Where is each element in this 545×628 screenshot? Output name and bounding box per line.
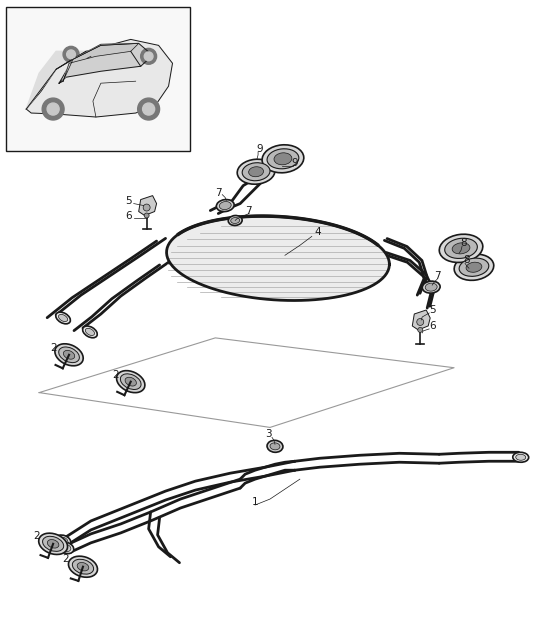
Ellipse shape xyxy=(83,326,97,338)
Text: 5: 5 xyxy=(125,195,132,205)
Circle shape xyxy=(141,48,156,64)
Ellipse shape xyxy=(58,537,68,544)
Ellipse shape xyxy=(242,163,270,181)
Ellipse shape xyxy=(454,254,494,280)
Ellipse shape xyxy=(58,542,74,554)
Circle shape xyxy=(63,46,79,62)
Text: 2: 2 xyxy=(33,531,40,541)
Ellipse shape xyxy=(237,160,275,184)
Ellipse shape xyxy=(425,283,437,291)
Ellipse shape xyxy=(418,327,423,332)
Ellipse shape xyxy=(125,377,136,386)
Ellipse shape xyxy=(216,200,234,212)
Polygon shape xyxy=(63,43,138,81)
Ellipse shape xyxy=(39,533,68,555)
Ellipse shape xyxy=(267,149,299,169)
Ellipse shape xyxy=(270,443,280,450)
Ellipse shape xyxy=(452,243,470,254)
Text: 6: 6 xyxy=(429,321,435,331)
Circle shape xyxy=(143,103,155,115)
Ellipse shape xyxy=(445,238,477,259)
Ellipse shape xyxy=(267,440,283,452)
Bar xyxy=(7,6,190,151)
Circle shape xyxy=(42,98,64,120)
Ellipse shape xyxy=(422,281,440,293)
Circle shape xyxy=(47,103,59,115)
Ellipse shape xyxy=(120,374,141,389)
Text: 6: 6 xyxy=(125,212,132,222)
Text: 8: 8 xyxy=(464,255,470,265)
Ellipse shape xyxy=(59,347,80,362)
Text: 1: 1 xyxy=(252,497,258,507)
Ellipse shape xyxy=(249,166,264,176)
Ellipse shape xyxy=(56,312,70,324)
Ellipse shape xyxy=(56,535,71,546)
Text: 7: 7 xyxy=(215,188,222,198)
Ellipse shape xyxy=(86,328,94,335)
Polygon shape xyxy=(26,40,173,117)
Text: 9: 9 xyxy=(257,144,263,154)
Ellipse shape xyxy=(219,202,231,210)
Text: 9: 9 xyxy=(292,158,298,168)
Text: 3: 3 xyxy=(265,430,271,440)
Ellipse shape xyxy=(228,215,242,225)
Ellipse shape xyxy=(55,344,83,365)
Ellipse shape xyxy=(72,560,94,574)
Ellipse shape xyxy=(43,536,64,551)
Ellipse shape xyxy=(63,350,75,359)
Polygon shape xyxy=(167,216,389,300)
Text: 4: 4 xyxy=(314,227,321,237)
Ellipse shape xyxy=(77,563,89,571)
Ellipse shape xyxy=(513,452,529,462)
Text: 2: 2 xyxy=(50,343,57,353)
Ellipse shape xyxy=(69,556,98,577)
Ellipse shape xyxy=(262,145,304,173)
Ellipse shape xyxy=(459,258,489,276)
Polygon shape xyxy=(412,310,430,330)
Text: 5: 5 xyxy=(429,305,435,315)
Polygon shape xyxy=(59,43,153,83)
Ellipse shape xyxy=(144,213,149,218)
Ellipse shape xyxy=(439,234,483,263)
Ellipse shape xyxy=(117,371,145,392)
Circle shape xyxy=(66,50,75,58)
Ellipse shape xyxy=(58,315,68,322)
Ellipse shape xyxy=(231,217,240,224)
Ellipse shape xyxy=(466,263,482,273)
Polygon shape xyxy=(26,51,86,109)
Text: 7: 7 xyxy=(245,205,251,215)
Text: 2: 2 xyxy=(63,554,69,564)
Ellipse shape xyxy=(143,204,150,211)
Ellipse shape xyxy=(274,153,292,165)
Circle shape xyxy=(144,52,153,61)
Text: 8: 8 xyxy=(461,239,467,248)
Text: 7: 7 xyxy=(434,271,440,281)
Ellipse shape xyxy=(61,544,71,551)
Text: 2: 2 xyxy=(112,370,119,380)
Ellipse shape xyxy=(417,318,423,325)
Ellipse shape xyxy=(47,539,59,548)
Polygon shape xyxy=(138,195,156,215)
Ellipse shape xyxy=(516,454,526,460)
Circle shape xyxy=(138,98,160,120)
